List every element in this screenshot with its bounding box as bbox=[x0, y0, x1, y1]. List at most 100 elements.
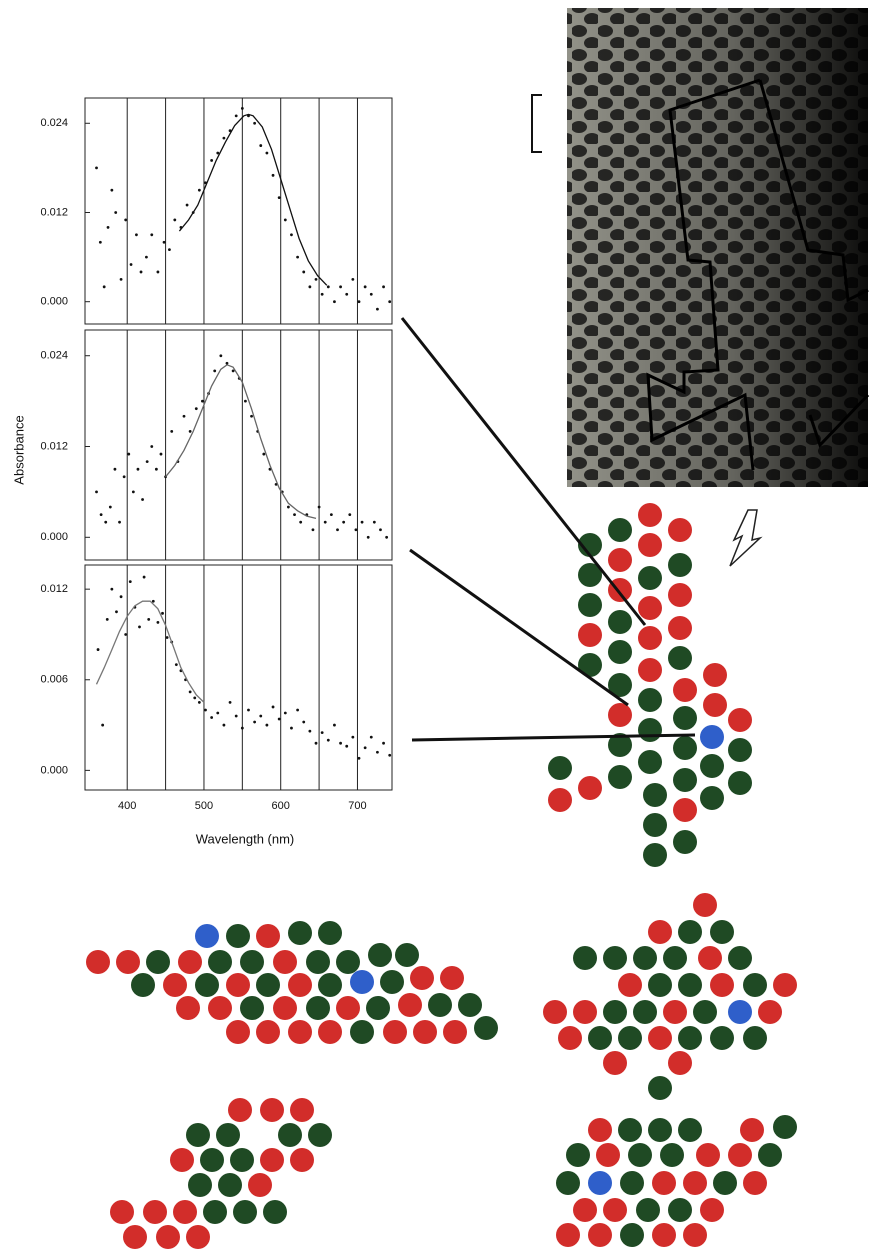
scale-bar bbox=[532, 95, 542, 152]
cone bbox=[700, 754, 724, 778]
cone bbox=[543, 1000, 567, 1024]
data-point bbox=[259, 144, 262, 147]
data-point bbox=[364, 285, 367, 288]
cone bbox=[256, 1020, 280, 1044]
data-point bbox=[265, 152, 268, 155]
data-point bbox=[348, 513, 351, 516]
data-point bbox=[272, 706, 275, 709]
cone bbox=[773, 1115, 797, 1139]
cone bbox=[728, 1000, 752, 1024]
data-point bbox=[127, 453, 130, 456]
cone bbox=[143, 1200, 167, 1224]
data-point bbox=[110, 189, 113, 192]
data-point bbox=[101, 724, 104, 727]
data-point bbox=[223, 724, 226, 727]
data-point bbox=[173, 219, 176, 222]
cone bbox=[548, 756, 572, 780]
cone bbox=[678, 973, 702, 997]
cone-mosaic bbox=[556, 1115, 797, 1247]
cone bbox=[603, 1000, 627, 1024]
cone bbox=[603, 1198, 627, 1222]
cone bbox=[603, 946, 627, 970]
data-point bbox=[259, 715, 262, 718]
data-point bbox=[253, 721, 256, 724]
cone bbox=[368, 943, 392, 967]
data-point bbox=[109, 506, 112, 509]
cone bbox=[652, 1171, 676, 1195]
data-point bbox=[229, 701, 232, 704]
cone bbox=[633, 1000, 657, 1024]
cone bbox=[556, 1171, 580, 1195]
data-point bbox=[262, 453, 265, 456]
y-tick-label: 0.000 bbox=[40, 764, 68, 776]
cone bbox=[633, 946, 657, 970]
data-point bbox=[253, 122, 256, 125]
data-point bbox=[327, 285, 330, 288]
data-point bbox=[315, 742, 318, 745]
cone bbox=[86, 950, 110, 974]
cone bbox=[648, 973, 672, 997]
y-axis-label: Absorbance bbox=[11, 415, 26, 484]
data-point bbox=[175, 663, 178, 666]
cone bbox=[176, 996, 200, 1020]
y-tick-label: 0.000 bbox=[40, 531, 68, 543]
x-tick-label: 400 bbox=[118, 800, 136, 812]
data-point bbox=[163, 241, 166, 244]
data-point bbox=[198, 701, 201, 704]
fit-curve bbox=[97, 601, 205, 702]
cone bbox=[663, 946, 687, 970]
cone bbox=[603, 1051, 627, 1075]
cone bbox=[318, 921, 342, 945]
data-point bbox=[278, 196, 281, 199]
data-point bbox=[333, 724, 336, 727]
cone bbox=[743, 1171, 767, 1195]
data-point bbox=[219, 354, 222, 357]
cone bbox=[288, 973, 312, 997]
data-point bbox=[135, 233, 138, 236]
cone bbox=[713, 1171, 737, 1195]
data-point bbox=[168, 248, 171, 251]
cone bbox=[636, 1198, 660, 1222]
data-point bbox=[247, 709, 250, 712]
plots: 0.0000.0120.0240.0000.0120.024Absorbance… bbox=[11, 98, 392, 846]
cone bbox=[306, 950, 330, 974]
x-tick-label: 700 bbox=[348, 800, 366, 812]
data-point bbox=[321, 731, 324, 734]
cone bbox=[643, 843, 667, 867]
cone bbox=[668, 553, 692, 577]
cone bbox=[260, 1098, 284, 1122]
data-point bbox=[235, 114, 238, 117]
cone bbox=[208, 950, 232, 974]
data-point bbox=[152, 600, 155, 603]
arrow bbox=[730, 510, 760, 566]
cone bbox=[710, 1026, 734, 1050]
data-point bbox=[150, 233, 153, 236]
y-tick-label: 0.012 bbox=[40, 206, 68, 218]
cone bbox=[548, 788, 572, 812]
cone bbox=[728, 771, 752, 795]
cone bbox=[740, 1118, 764, 1142]
cone bbox=[668, 518, 692, 542]
data-point bbox=[104, 521, 107, 524]
data-point bbox=[170, 430, 173, 433]
data-point bbox=[376, 308, 379, 311]
data-point bbox=[130, 263, 133, 266]
data-point bbox=[140, 271, 143, 274]
cone bbox=[290, 1098, 314, 1122]
cone bbox=[263, 1200, 287, 1224]
data-point bbox=[358, 757, 361, 760]
cone bbox=[216, 1123, 240, 1147]
cone bbox=[673, 768, 697, 792]
fit-curve bbox=[166, 365, 316, 519]
cone bbox=[336, 950, 360, 974]
data-point bbox=[183, 415, 186, 418]
cone bbox=[260, 1148, 284, 1172]
cone bbox=[620, 1171, 644, 1195]
cone bbox=[573, 1198, 597, 1222]
cone bbox=[474, 1016, 498, 1040]
cone bbox=[163, 973, 187, 997]
data-point bbox=[100, 513, 103, 516]
cone bbox=[700, 725, 724, 749]
